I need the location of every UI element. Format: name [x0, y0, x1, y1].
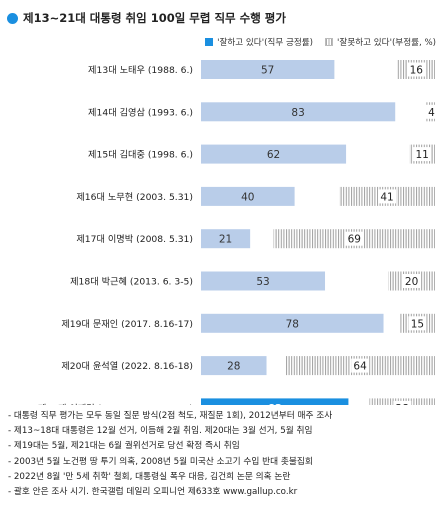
negative-value-label: 4 [428, 107, 435, 119]
positive-bar [201, 186, 295, 206]
negative-value-label: 16 [410, 65, 424, 77]
chart-legend: '잘하고 있다'(직무 긍정률) '잘못하고 있다'(부정률, %) [205, 36, 436, 48]
positive-value-label: 62 [267, 149, 280, 161]
positive-value-label: 57 [261, 65, 274, 77]
category-label: 제19대 문재인 (2017. 8.16-17) [61, 319, 193, 330]
bar-chart: 제13대 노태우 (1988. 6.) 57 16 제14대 김영삼 (1993. 6… [38, 60, 437, 405]
category-label: 제18대 박근혜 (2013. 6. 3-5) [70, 276, 193, 288]
positive-value-label: 83 [291, 107, 304, 119]
category-label: 제17대 이명박 (2008. 5.31) [76, 234, 193, 245]
category-label: 제21대 이재명 (2025. 9. 2-4, D+93) [38, 403, 193, 405]
negative-value-label: 15 [411, 318, 424, 330]
positive-bar [201, 102, 396, 122]
negative-value-label: 20 [405, 276, 418, 288]
negative-label-bg [413, 147, 432, 162]
positive-bar [201, 144, 347, 164]
category-label: 제16대 노무현 (2003. 5.31) [76, 192, 193, 203]
positive-bar [201, 398, 349, 405]
positive-value-label: 78 [286, 318, 299, 330]
footnote: - 제13~18대 대통령은 12월 선거, 이듬해 2월 취임. 제20대는 … [8, 426, 313, 437]
negative-label-bg [351, 358, 370, 373]
legend-positive-swatch [205, 38, 214, 46]
legend-negative-swatch [325, 38, 334, 46]
negative-value-label: 11 [415, 149, 428, 161]
category-label: 제13대 노태우 (1988. 6.) [88, 65, 193, 76]
positive-bar [201, 60, 335, 79]
positive-value-label: 63 [267, 403, 282, 405]
negative-label-bg [378, 189, 397, 204]
positive-value-label: 53 [256, 276, 269, 288]
negative-value-label: 64 [353, 361, 367, 373]
negative-label-bg [402, 274, 421, 288]
negative-label-bg [345, 231, 364, 246]
footnote: - 2022년 8월 '만 5세 취학' 철회, 대통령실 폭우 대응, 김건희… [8, 471, 291, 482]
footnote: - 대통령 직무 평가는 모두 동일 질문 방식(2점 척도, 재질문 1회),… [8, 411, 333, 421]
negative-label-bg [426, 104, 437, 119]
footnote: - 2003년 5월 노건평 땅 투기 의혹, 2008년 5월 미국산 소고기… [8, 456, 313, 467]
category-label: 제20대 윤석열 (2022. 8.16-18) [61, 361, 193, 372]
footnote: - 제19대는 5월, 제21대는 6월 궐위선거로 당선 확정 즉시 취임 [8, 441, 240, 452]
category-label: 제15대 김대중 (1998. 6.) [88, 149, 193, 161]
legend-positive-label: '잘하고 있다'(직무 긍정률) [217, 38, 314, 48]
negative-label-bg [407, 62, 426, 77]
negative-label-bg [408, 316, 427, 331]
positive-value-label: 28 [227, 361, 240, 373]
negative-value-label: 28 [396, 403, 409, 405]
chart-title: 제13~21대 대통령 취임 100일 무렵 직무 수행 평가 [23, 11, 286, 25]
positive-bar [201, 271, 326, 291]
positive-value-label: 40 [241, 191, 254, 203]
category-label: 제14대 김영삼 (1993. 6.) [88, 106, 193, 118]
negative-value-label: 69 [348, 234, 361, 246]
positive-bar [201, 313, 384, 333]
positive-bar [201, 356, 267, 376]
negative-label-bg [393, 400, 412, 405]
negative-value-label: 41 [380, 191, 393, 203]
footnote: - 괄호 안은 조사 시기. 한국갤럽 데일리 오피니언 제633호 www.g… [8, 487, 298, 498]
positive-bar [201, 229, 251, 249]
footnotes: - 대통령 직무 평가는 모두 동일 질문 방식(2점 척도, 재질문 1회),… [8, 409, 440, 500]
legend-negative-label: '잘못하고 있다'(부정률, %) [337, 38, 436, 48]
title-bullet-icon [7, 12, 18, 24]
chart-title-row: 제13~21대 대통령 취임 100일 무렵 직무 수행 평가 [7, 9, 286, 27]
positive-value-label: 21 [219, 234, 232, 246]
